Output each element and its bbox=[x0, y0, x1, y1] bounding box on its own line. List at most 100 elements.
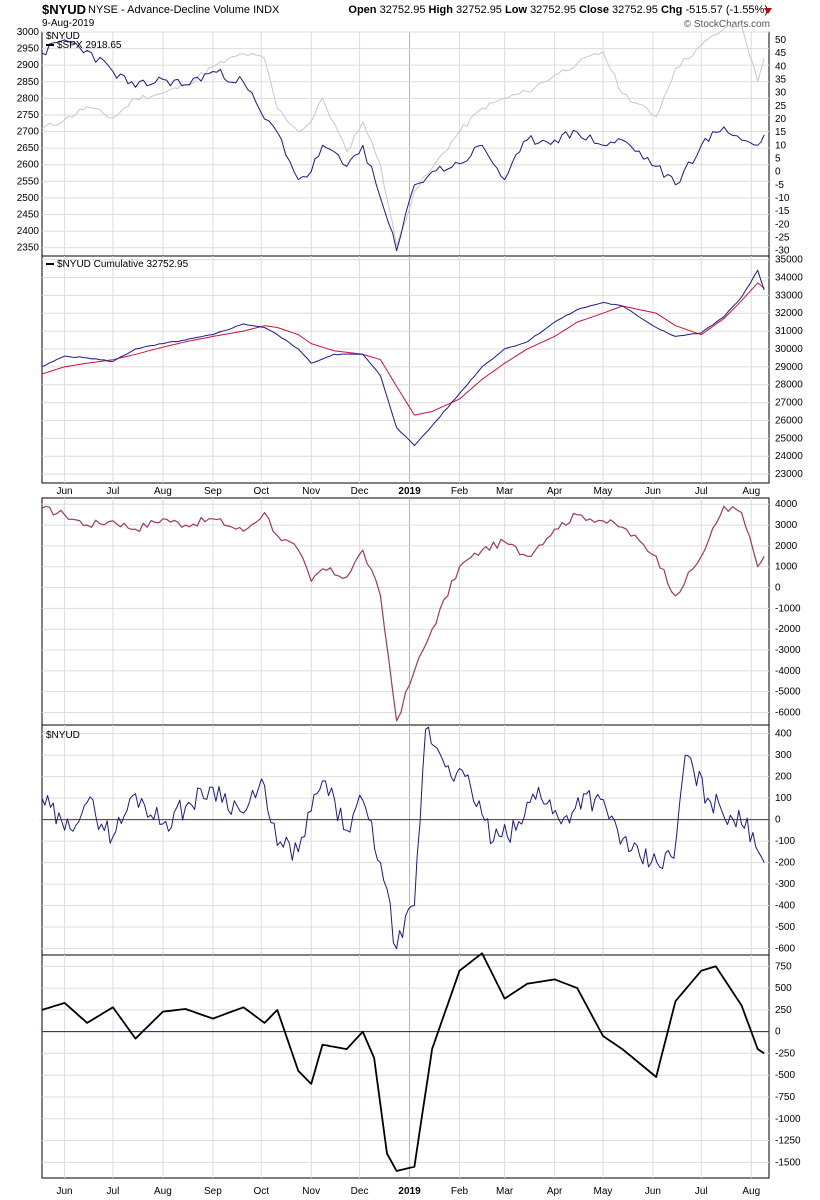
p2-tick-27000: 27000 bbox=[775, 398, 803, 409]
p5-tick-500: 500 bbox=[775, 983, 792, 994]
p3-tick-0: 0 bbox=[775, 583, 781, 594]
p5-tick--1000: -1000 bbox=[775, 1114, 801, 1125]
month-label-bottom-1: Jul bbox=[107, 1186, 120, 1197]
p3-tick-1000: 1000 bbox=[775, 562, 798, 573]
p5-tick--750: -750 bbox=[775, 1092, 795, 1103]
p5-tick--1500: -1500 bbox=[775, 1157, 801, 1168]
p2-tick-35000: 35000 bbox=[775, 255, 803, 266]
close-label: Close bbox=[579, 4, 609, 16]
open-value: 32752.95 bbox=[379, 4, 426, 16]
p2-tick-29000: 29000 bbox=[775, 362, 803, 373]
p2-tick-23000: 23000 bbox=[775, 469, 803, 480]
month-label-mid-9: Mar bbox=[496, 486, 514, 497]
ma-line bbox=[41, 282, 765, 416]
p2-tick-31000: 31000 bbox=[775, 326, 803, 337]
month-label-mid-8: Feb bbox=[451, 486, 469, 497]
p1-left-tick-2400: 2400 bbox=[17, 226, 40, 237]
p1-right-tick--30: -30 bbox=[775, 246, 790, 257]
p1-left-tick-2800: 2800 bbox=[17, 93, 40, 104]
p4-tick--400: -400 bbox=[775, 901, 795, 912]
p1-right-tick--25: -25 bbox=[775, 233, 790, 244]
p3-tick--3000: -3000 bbox=[775, 645, 801, 656]
p3-tick-3000: 3000 bbox=[775, 520, 798, 531]
panel-2-frame bbox=[41, 255, 770, 484]
month-label-bottom-13: Jul bbox=[695, 1186, 708, 1197]
month-label-mid-5: Nov bbox=[302, 486, 320, 497]
p1-right-tick-35: 35 bbox=[775, 74, 787, 85]
p4-tick-300: 300 bbox=[775, 750, 792, 761]
p2-tick-28000: 28000 bbox=[775, 380, 803, 391]
p1-right-tick-15: 15 bbox=[775, 127, 787, 138]
p3-line bbox=[41, 505, 765, 722]
quote-summary: Open 32752.95 High 32752.95 Low 32752.95… bbox=[348, 4, 768, 16]
month-label-mid-13: Jul bbox=[695, 486, 708, 497]
month-label-mid-6: Dec bbox=[351, 486, 369, 497]
p2-tick-32000: 32000 bbox=[775, 308, 803, 319]
p1-right-tick--15: -15 bbox=[775, 206, 790, 217]
stockcharts-credit: © StockCharts.com bbox=[683, 19, 770, 30]
month-label-bottom-8: Feb bbox=[451, 1186, 469, 1197]
low-label: Low bbox=[505, 4, 527, 16]
p5-tick-750: 750 bbox=[775, 961, 792, 972]
p5-tick--1250: -1250 bbox=[775, 1136, 801, 1147]
p1-left-tick-2650: 2650 bbox=[17, 143, 40, 154]
month-label-mid-7: 2019 bbox=[398, 486, 421, 497]
down-arrow-icon bbox=[764, 8, 772, 14]
month-label-mid-12: Jun bbox=[645, 486, 661, 497]
p3-tick-4000: 4000 bbox=[775, 499, 798, 510]
month-label-mid-14: Aug bbox=[742, 486, 760, 497]
p5-line bbox=[41, 952, 765, 1172]
p4-tick-400: 400 bbox=[775, 729, 792, 740]
p1-left-tick-2350: 2350 bbox=[17, 243, 40, 254]
p1-left-tick-3000: 3000 bbox=[17, 27, 40, 38]
chg-label: Chg bbox=[661, 4, 683, 16]
p1-right-tick-50: 50 bbox=[775, 35, 787, 46]
p1-left-tick-2850: 2850 bbox=[17, 77, 40, 88]
p1-right-tick--10: -10 bbox=[775, 193, 790, 204]
month-label-bottom-6: Dec bbox=[351, 1186, 369, 1197]
month-label-bottom-9: Mar bbox=[496, 1186, 514, 1197]
p4-tick--600: -600 bbox=[775, 944, 795, 955]
month-label-bottom-12: Jun bbox=[645, 1186, 661, 1197]
p1-right-tick-30: 30 bbox=[775, 88, 787, 99]
month-label-mid-4: Oct bbox=[253, 486, 269, 497]
p4-tick-200: 200 bbox=[775, 772, 792, 783]
p5-tick-250: 250 bbox=[775, 1005, 792, 1016]
month-label-mid-1: Jul bbox=[107, 486, 120, 497]
p1-left-tick-2600: 2600 bbox=[17, 160, 40, 171]
p2-tick-34000: 34000 bbox=[775, 272, 803, 283]
open-label: Open bbox=[348, 4, 377, 16]
low-value: 32752.95 bbox=[530, 4, 576, 16]
month-label-mid-3: Sep bbox=[204, 486, 222, 497]
month-label-bottom-11: May bbox=[594, 1186, 613, 1197]
p3-tick--5000: -5000 bbox=[775, 687, 801, 698]
month-label-mid-10: Apr bbox=[547, 486, 563, 497]
p1-right-tick--5: -5 bbox=[775, 180, 784, 191]
p4-title: $NYUD bbox=[46, 730, 80, 741]
month-label-bottom-10: Apr bbox=[547, 1186, 563, 1197]
quote-date: 9-Aug-2019 bbox=[42, 18, 95, 29]
p3-tick--1000: -1000 bbox=[775, 603, 801, 614]
p1-left-tick-2750: 2750 bbox=[17, 110, 40, 121]
spx-line bbox=[41, 24, 765, 247]
p2-tick-26000: 26000 bbox=[775, 415, 803, 426]
p2-tick-30000: 30000 bbox=[775, 344, 803, 355]
close-value: 32752.95 bbox=[612, 4, 658, 16]
p3-tick--4000: -4000 bbox=[775, 666, 801, 677]
p4-nyud-line bbox=[41, 726, 765, 950]
p5-tick-0: 0 bbox=[775, 1027, 781, 1038]
month-label-bottom-3: Sep bbox=[204, 1186, 222, 1197]
p5-tick--250: -250 bbox=[775, 1048, 795, 1059]
p4-tick--200: -200 bbox=[775, 858, 795, 869]
month-label-bottom-0: Jun bbox=[57, 1186, 73, 1197]
p1-right-tick-45: 45 bbox=[775, 48, 787, 59]
month-label-bottom-7: 2019 bbox=[398, 1186, 421, 1197]
panel-3-frame bbox=[41, 497, 770, 726]
p4-tick-100: 100 bbox=[775, 793, 792, 804]
p1-right-tick--20: -20 bbox=[775, 219, 790, 230]
month-label-bottom-14: Aug bbox=[742, 1186, 760, 1197]
high-value: 32752.95 bbox=[456, 4, 502, 16]
p2-tick-25000: 25000 bbox=[775, 433, 803, 444]
p2-legend: $NYUD Cumulative 32752.95 bbox=[57, 259, 189, 270]
